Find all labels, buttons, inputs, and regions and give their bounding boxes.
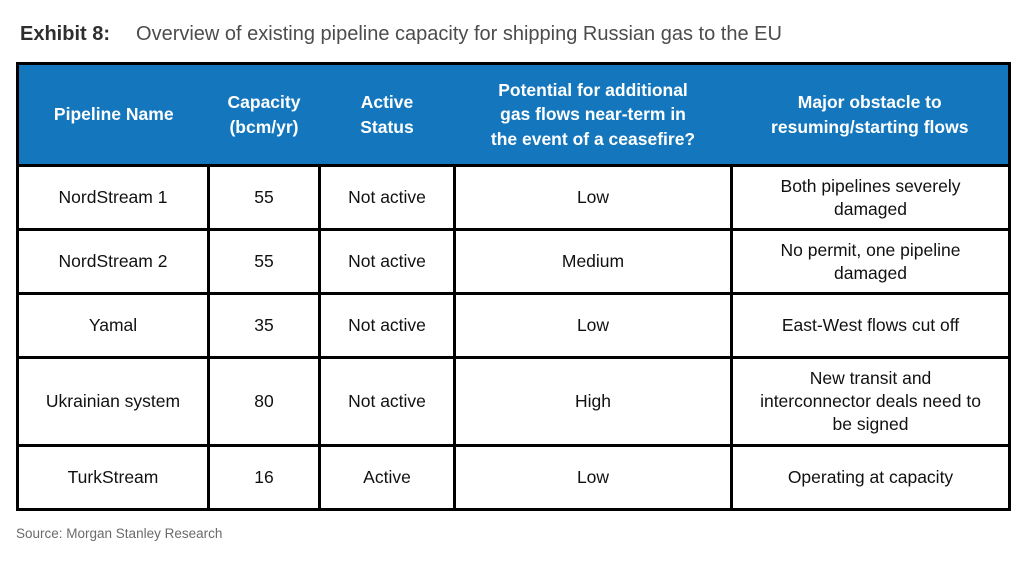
table-cell: NordStream 2 <box>16 228 210 295</box>
table-cell: High <box>453 356 733 447</box>
table-cell: 16 <box>207 444 321 511</box>
table-cell: Low <box>453 444 733 511</box>
column-header-pipeline-name: Pipeline Name <box>17 63 209 167</box>
table-cell: Not active <box>318 356 456 447</box>
table-cell: Yamal <box>16 292 210 359</box>
table-cell: Not active <box>318 228 456 295</box>
table-cell: Ukrainian system <box>16 356 210 447</box>
exhibit-title-text: Overview of existing pipeline capacity f… <box>136 23 782 45</box>
table-row: Ukrainian system 80 Not active High New tran… <box>16 356 1011 447</box>
table-cell: 55 <box>207 228 321 295</box>
header-row: Pipeline Name Capacity (bcm/yr) Active S… <box>17 63 1010 167</box>
table-cell: Medium <box>453 228 733 295</box>
table-row: Yamal 35 Not active Low East-West flows cut … <box>16 292 1011 359</box>
table-cell: Low <box>453 292 733 359</box>
table-header: Pipeline Name Capacity (bcm/yr) Active S… <box>17 63 1010 167</box>
table-cell: Not active <box>318 292 456 359</box>
table-row: TurkStream 16 Active Low Operating at capaci… <box>16 444 1011 511</box>
column-header-potential-flows: Potential for additional gas flows near-… <box>454 63 732 167</box>
table-cell: TurkStream <box>16 444 210 511</box>
column-header-capacity: Capacity (bcm/yr) <box>208 63 320 167</box>
table-body: NordStream 1 55 Not active Low Both pipeline… <box>16 164 1011 511</box>
table-row: NordStream 1 55 Not active Low Both pipeline… <box>16 164 1011 231</box>
table-cell: 55 <box>207 164 321 231</box>
exhibit-number-label: Exhibit 8: <box>20 23 111 45</box>
table-cell: Active <box>318 444 456 511</box>
exhibit-title: Exhibit 8: Overview of existing pipeline … <box>0 0 1024 46</box>
table-cell: East-West flows cut off <box>730 292 1011 359</box>
table-cell: New transit and interconnector deals nee… <box>730 356 1011 447</box>
column-header-major-obstacle: Major obstacle to resuming/starting flow… <box>731 63 1010 167</box>
source-attribution: Source: Morgan Stanley Research <box>16 526 223 541</box>
table-cell: No permit, one pipeline damaged <box>730 228 1011 295</box>
table-cell: 35 <box>207 292 321 359</box>
table-cell: Operating at capacity <box>730 444 1011 511</box>
column-header-active-status: Active Status <box>319 63 455 167</box>
table-cell: Both pipelines severely damaged <box>730 164 1011 231</box>
table-cell: Not active <box>318 164 456 231</box>
table-cell: 80 <box>207 356 321 447</box>
table-cell: Low <box>453 164 733 231</box>
table-cell: NordStream 1 <box>16 164 210 231</box>
table-row: NordStream 2 55 Not active Medium No permit,… <box>16 228 1011 295</box>
pipeline-capacity-table: Pipeline Name Capacity (bcm/yr) Active S… <box>16 62 1011 511</box>
